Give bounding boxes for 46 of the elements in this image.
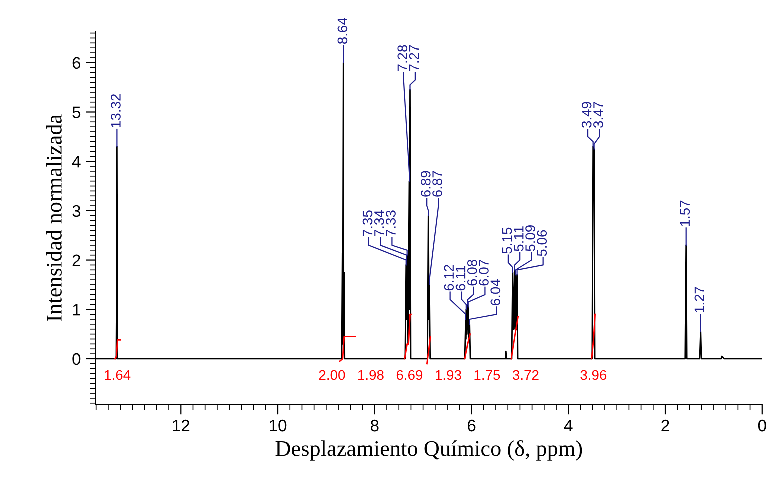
annotation: 6.12 bbox=[444, 265, 454, 291]
y-tick-label: 1 bbox=[73, 304, 80, 316]
x-axis-title: Desplazamiento Químico (δ, ppm) bbox=[276, 440, 582, 461]
annotation: 6.69 bbox=[396, 370, 423, 380]
annotation: 7.28 bbox=[398, 45, 408, 72]
x-tick-label: 8 bbox=[370, 420, 379, 432]
annotation: 6.07 bbox=[479, 260, 489, 286]
y-axis-title: Intensidad normalizada bbox=[46, 114, 62, 322]
annotation: 3.49 bbox=[582, 102, 592, 128]
annotation: 1.57 bbox=[680, 200, 690, 226]
y-tick-label: 2 bbox=[72, 254, 80, 266]
x-tick-label: 4 bbox=[564, 420, 573, 432]
x-tick-label: 6 bbox=[468, 420, 476, 432]
y-tick-label: 0 bbox=[72, 353, 81, 366]
annotation: 13.32 bbox=[111, 94, 121, 128]
x-tick-label: 10 bbox=[270, 420, 287, 432]
x-tick-label: 0 bbox=[758, 420, 766, 432]
annotation: 6.04 bbox=[490, 280, 501, 306]
annotation: 1.64 bbox=[105, 370, 131, 380]
annotation: 5.06 bbox=[537, 230, 548, 256]
annotation: 1.98 bbox=[358, 370, 384, 380]
annotation: 3.96 bbox=[580, 370, 607, 380]
annotation: 6.87 bbox=[432, 171, 442, 197]
annotation: 5.09 bbox=[526, 226, 536, 252]
y-tick-label: 4 bbox=[72, 156, 81, 168]
annotation: 5.15 bbox=[502, 228, 512, 254]
y-tick-label: 5 bbox=[72, 106, 81, 118]
annotation: 6.11 bbox=[456, 266, 466, 291]
x-tick-label: 12 bbox=[173, 420, 190, 432]
annotation: 7.33 bbox=[386, 210, 396, 236]
y-tick-label: 6 bbox=[72, 57, 81, 70]
annotation: 3.47 bbox=[594, 102, 604, 128]
annotation: 1.93 bbox=[436, 370, 462, 380]
annotation: 7.35 bbox=[362, 210, 373, 236]
annotation: 6.89 bbox=[420, 171, 431, 197]
annotation: 5.11 bbox=[514, 226, 524, 252]
y-tick-label: 3 bbox=[72, 205, 81, 218]
annotation: 6.08 bbox=[467, 260, 478, 286]
annotation: 2.00 bbox=[319, 370, 346, 380]
annotation: 1.27 bbox=[694, 287, 704, 313]
annotation: 7.34 bbox=[374, 210, 384, 236]
annotation: 7.27 bbox=[409, 45, 420, 72]
annotation: 3.72 bbox=[512, 370, 539, 380]
annotation: 8.64 bbox=[338, 18, 348, 44]
x-tick-label: 2 bbox=[662, 420, 670, 432]
annotation: 1.75 bbox=[474, 370, 500, 380]
